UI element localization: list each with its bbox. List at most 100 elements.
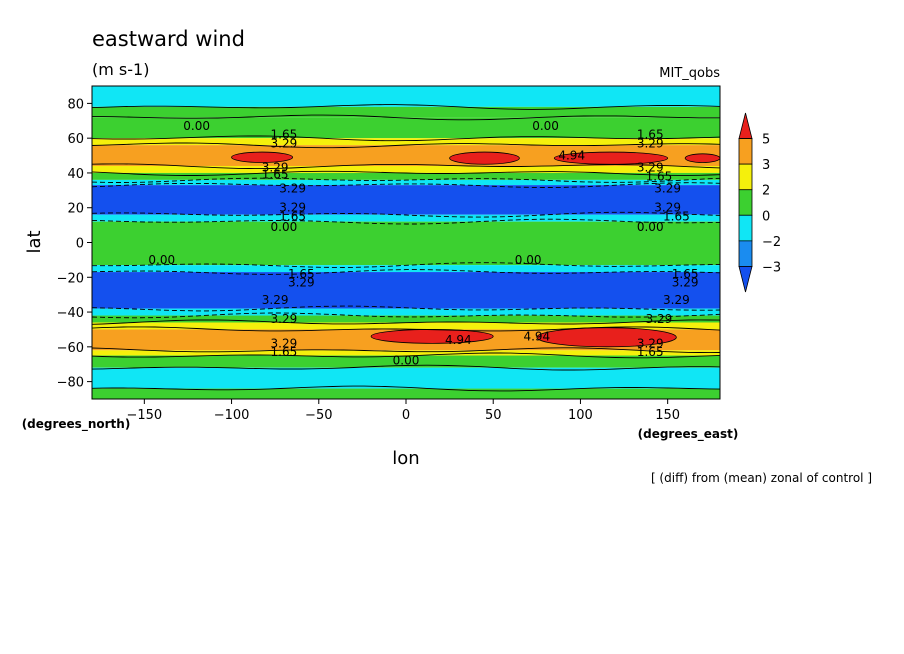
contour-label-4: 1.65 [637, 128, 664, 142]
field-band-7 [92, 179, 720, 186]
contour-label-30: 4.94 [523, 329, 550, 343]
x-tick-label-4: 50 [485, 408, 502, 423]
contour-line-18 [91, 352, 721, 359]
contour-line-16 [91, 326, 721, 332]
field-band-11 [92, 265, 720, 273]
contour-label-33: 3.29 [637, 336, 664, 350]
legend-level-3: 0 [762, 209, 770, 224]
legend-swatch-4 [738, 214, 753, 242]
contour-label-3: 3.29 [271, 136, 298, 150]
contour-label-8: 1.65 [262, 168, 289, 182]
contour-label-12: 3.29 [654, 182, 681, 196]
contour-label-13: 3.29 [279, 201, 306, 215]
contour-label-34: 1.65 [637, 345, 664, 359]
contour-label-0: 0.00 [183, 119, 210, 133]
contour-label-20: 0.00 [515, 253, 542, 267]
contour-label-31: 3.29 [271, 336, 298, 350]
chart-subtitle: (m s-1) [92, 60, 149, 79]
y-tick-label-6: −40 [57, 306, 84, 321]
model-label: MIT_qobs [659, 66, 720, 81]
maximum-cell-0 [231, 151, 294, 163]
y-tick-label-7: −60 [57, 341, 84, 356]
contour-label-11: 3.29 [279, 182, 306, 196]
contour-label-32: 1.65 [271, 345, 298, 359]
contour-label-19: 0.00 [148, 253, 175, 267]
footnote: [ (diff) from (mean) zonal of control ] [651, 471, 872, 485]
legend-level-0: 5 [762, 133, 770, 148]
contour-line-1 [91, 104, 721, 110]
contour-line-19 [91, 364, 721, 371]
contour-label-21: 1.65 [288, 267, 315, 281]
y-tick-label-2: 40 [67, 167, 84, 182]
contour-line-17 [91, 347, 721, 354]
contour-label-28: 3.29 [646, 312, 673, 326]
x-tick-label-1: −100 [214, 408, 250, 423]
legend-swatch-1 [738, 138, 753, 165]
contour-line-12 [91, 269, 721, 275]
y-tick-label-1: 60 [67, 132, 84, 147]
contour-line-14 [91, 312, 721, 319]
field-band-17 [92, 350, 720, 356]
contour-line-2 [92, 114, 720, 121]
maximum-cell-1 [449, 151, 520, 165]
contour-label-9: 3.29 [637, 161, 664, 175]
y-axis-label: lat [24, 230, 45, 253]
contour-label-2: 1.65 [271, 128, 298, 142]
contour-label-17: 0.00 [271, 220, 298, 234]
contour-line-15 [91, 319, 721, 325]
contour-line-8 [91, 182, 721, 188]
contour-label-26: 3.29 [663, 293, 690, 307]
legend-swatch-2 [738, 163, 753, 191]
contour-line-3 [91, 135, 721, 142]
contour-line-10 [91, 218, 721, 225]
x-tick-label-5: 100 [568, 408, 593, 423]
y-tick-label-5: −20 [57, 271, 84, 286]
y-tick-label-3: 20 [67, 202, 84, 217]
field-band-1 [92, 106, 720, 118]
field-band-3 [92, 138, 720, 146]
contour-line-20 [91, 385, 721, 392]
maximum-cell-3 [684, 153, 721, 163]
field-band-9 [92, 214, 720, 222]
legend-level-1: 3 [762, 158, 770, 173]
x-tick-label-2: −50 [305, 408, 332, 423]
contour-label-1: 0.00 [532, 119, 559, 133]
contour-line-13 [91, 305, 721, 312]
contour-label-23: 1.65 [672, 267, 699, 281]
field-band-10 [92, 221, 720, 266]
maximum-cell-4 [370, 329, 494, 344]
contour-line-4 [91, 142, 721, 149]
contour-line-9 [91, 211, 721, 218]
legend-swatch-3 [738, 189, 753, 216]
contour-label-10: 1.65 [646, 169, 673, 183]
field-band-13 [92, 308, 720, 316]
field-band-12 [92, 272, 720, 309]
x-tick-label-0: −150 [126, 408, 162, 423]
x-axis-units: (degrees_east) [638, 427, 739, 442]
plot-area: 0.00 0.001.653.291.653.294.943.291.65 3.29… [91, 85, 721, 400]
chart-title: eastward wind [92, 27, 245, 51]
y-axis-units: (degrees_north) [22, 417, 131, 432]
contour-line-5 [91, 163, 721, 170]
x-tick-label-3: 0 [402, 408, 410, 423]
contour-label-25: 3.29 [262, 293, 289, 307]
field-band-15 [92, 322, 720, 330]
contour-label-6: 4.94 [558, 149, 585, 163]
field-band-5 [92, 165, 720, 173]
contour-line-7 [91, 177, 721, 183]
x-tick-label-6: 150 [655, 408, 680, 423]
field-band-8 [92, 185, 720, 215]
contour-label-35: 0.00 [393, 354, 420, 368]
field-band-6 [92, 172, 720, 180]
contour-line-11 [92, 262, 720, 268]
contour-label-16: 1.65 [663, 209, 690, 223]
field-band-2 [92, 117, 720, 139]
field-band-14 [92, 315, 720, 323]
x-axis-label: lon [392, 448, 419, 469]
legend-level-4: −2 [762, 235, 781, 250]
contour-label-22: 3.29 [288, 275, 315, 289]
contour-label-7: 3.29 [262, 161, 289, 175]
field-band-18 [92, 355, 720, 368]
legend-swatch-6 [738, 266, 753, 293]
